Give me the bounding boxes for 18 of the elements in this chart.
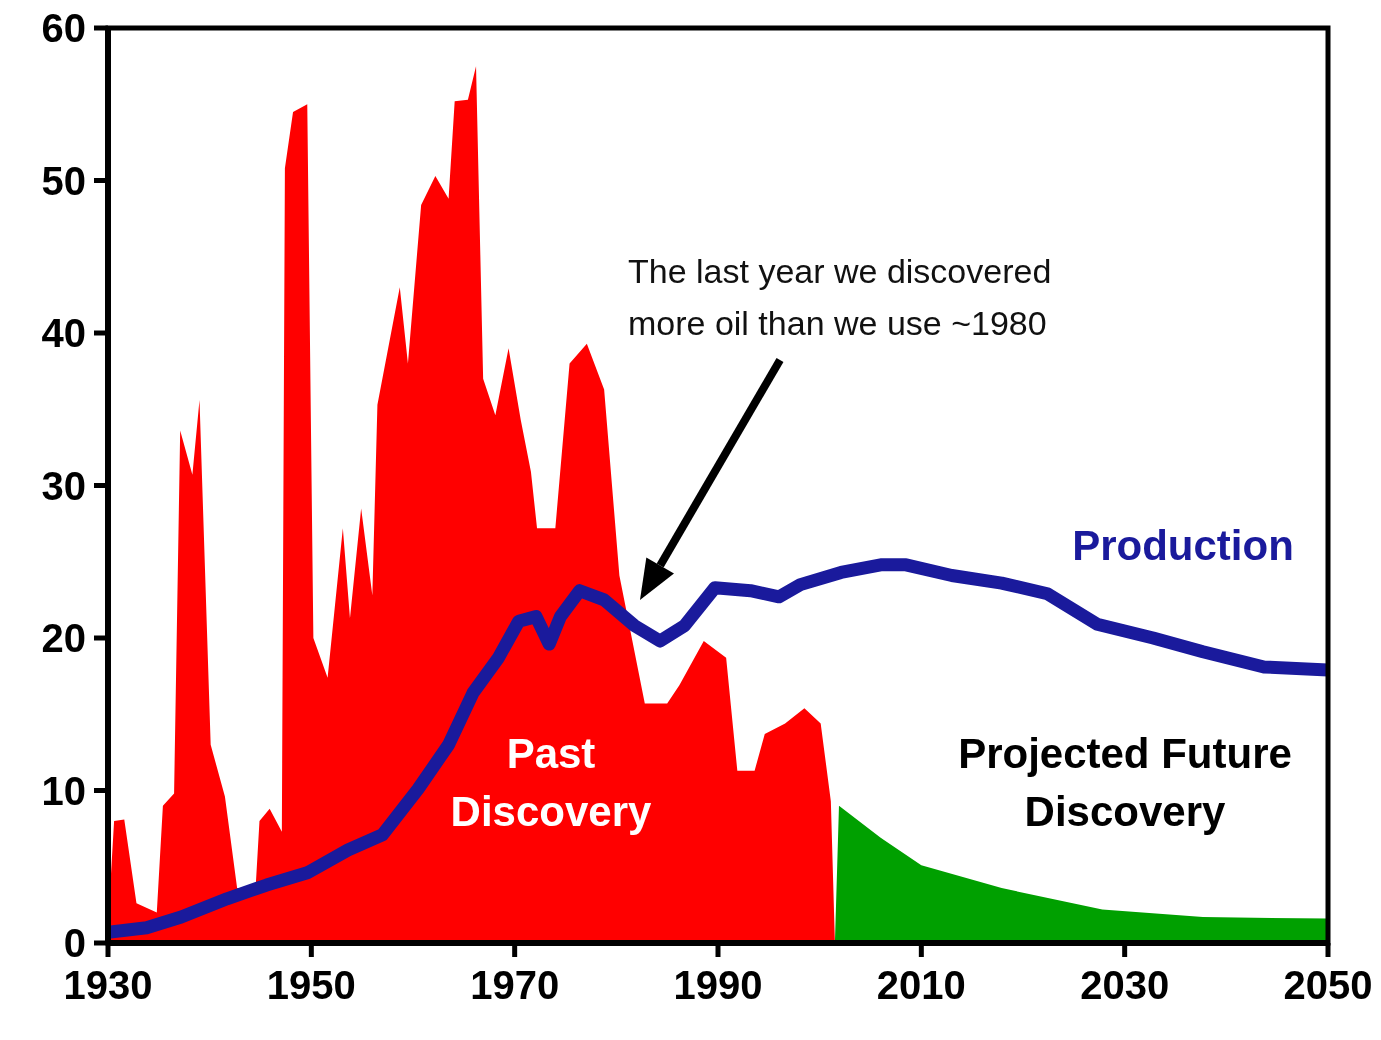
annotation: The last year we discovered more oil than we use ~1980	[628, 252, 1052, 342]
series-label: Projected Future Discovery	[958, 730, 1292, 835]
y-tick-label: 10	[41, 768, 86, 813]
series-label: Past Discovery	[450, 730, 653, 835]
x-tick-label: 1970	[470, 963, 560, 1008]
x-tick-label: 1990	[673, 963, 763, 1008]
y-tick-label: 50	[41, 158, 86, 203]
x-tick-label: 2050	[1283, 963, 1373, 1008]
x-tick-label: 2030	[1080, 963, 1170, 1008]
y-tick-label: 0	[63, 921, 86, 966]
y-tick-label: 40	[41, 311, 86, 356]
y-tick-label: 60	[41, 6, 86, 51]
y-tick-label: 20	[41, 616, 86, 661]
y-tick-label: 30	[41, 463, 86, 508]
x-tick-label: 2010	[876, 963, 966, 1008]
series-label: Production	[1072, 522, 1294, 569]
x-tick-label: 1950	[266, 963, 356, 1008]
x-tick-label: 1930	[63, 963, 153, 1008]
